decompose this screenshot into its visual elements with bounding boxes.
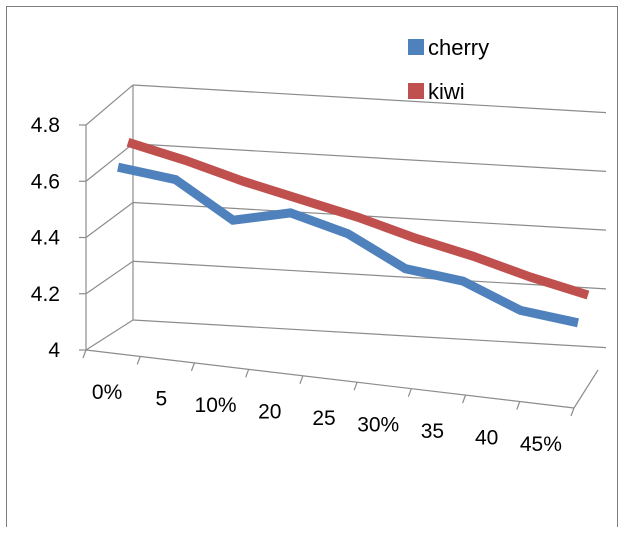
gridline-back [132,84,607,114]
x-tick-mark [245,369,250,378]
y-tick-label: 4.8 [31,114,60,137]
gridline-side [85,319,134,351]
y-tick-label: 4 [48,339,60,362]
series-line-cherry [117,162,579,328]
x-tick-label: 0% [92,381,122,404]
x-tick-label: 10% [195,394,237,417]
legend-label-kiwi: kiwi [428,79,465,104]
x-tick-mark [190,362,196,372]
gridline-side [85,260,134,295]
legend-label-cherry: cherry [428,35,489,60]
x-tick-mark [407,388,412,397]
gridline-back [132,143,607,172]
series-lines [117,138,590,328]
gridlines [85,84,607,351]
y-tick-label: 4.4 [31,227,61,250]
gridline-side [85,202,134,238]
x-tick-mark [461,394,467,404]
x-tick-label: 45% [520,433,562,456]
x-tick-label: 20 [258,401,281,424]
floor-right-edge [573,369,599,409]
x-tick-mark [82,349,87,359]
series-line-kiwi [126,138,590,300]
gridline-side [85,143,134,182]
gridline-back [132,319,607,349]
x-tick-label: 30% [357,413,399,436]
x-tick-label: 35 [421,420,444,443]
floor-front-edge [85,349,575,409]
legend-swatch-kiwi [408,83,424,99]
x-tick-mark [516,401,521,410]
x-tick-mark [136,356,141,365]
x-tick-label: 5 [155,388,167,411]
x-tick-mark [353,382,358,391]
y-tick-label: 4.2 [31,283,60,306]
gridline-side [85,84,134,126]
x-tick-mark [570,407,575,417]
gridline-back [132,260,607,290]
chart-walls [85,85,599,409]
chart-frame [6,6,618,527]
x-tick-label: 40 [475,426,498,449]
y-tick-label: 4.6 [31,170,60,193]
legend-swatch-cherry [408,39,424,55]
y-axis-ticks: 4 4.2 4.4 4.6 4.8 [31,114,86,362]
legend: cherry kiwi [408,35,489,104]
x-tick-mark [299,375,304,384]
x-tick-label: 25 [312,407,335,430]
x-axis-ticks: 0% 5 10% 20 25 30% 35 40 45% [82,349,575,456]
